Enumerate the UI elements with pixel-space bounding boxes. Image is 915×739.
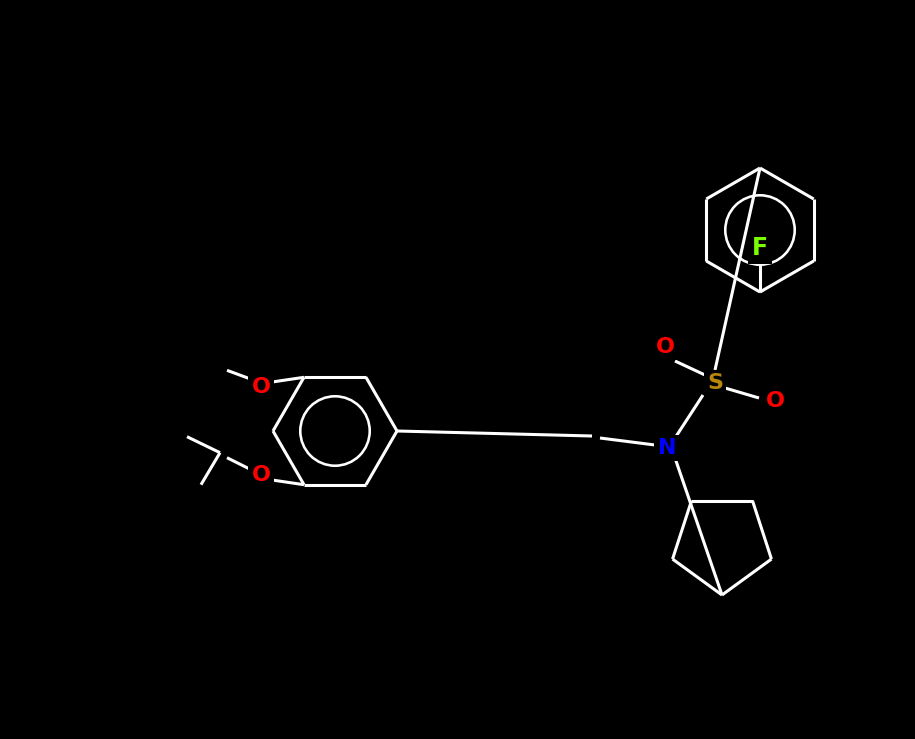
Text: O: O xyxy=(252,378,271,398)
Text: N: N xyxy=(658,438,676,458)
Text: O: O xyxy=(655,337,674,357)
Text: S: S xyxy=(707,373,723,393)
Text: F: F xyxy=(752,236,768,260)
Text: O: O xyxy=(766,391,784,411)
Text: O: O xyxy=(252,465,271,485)
